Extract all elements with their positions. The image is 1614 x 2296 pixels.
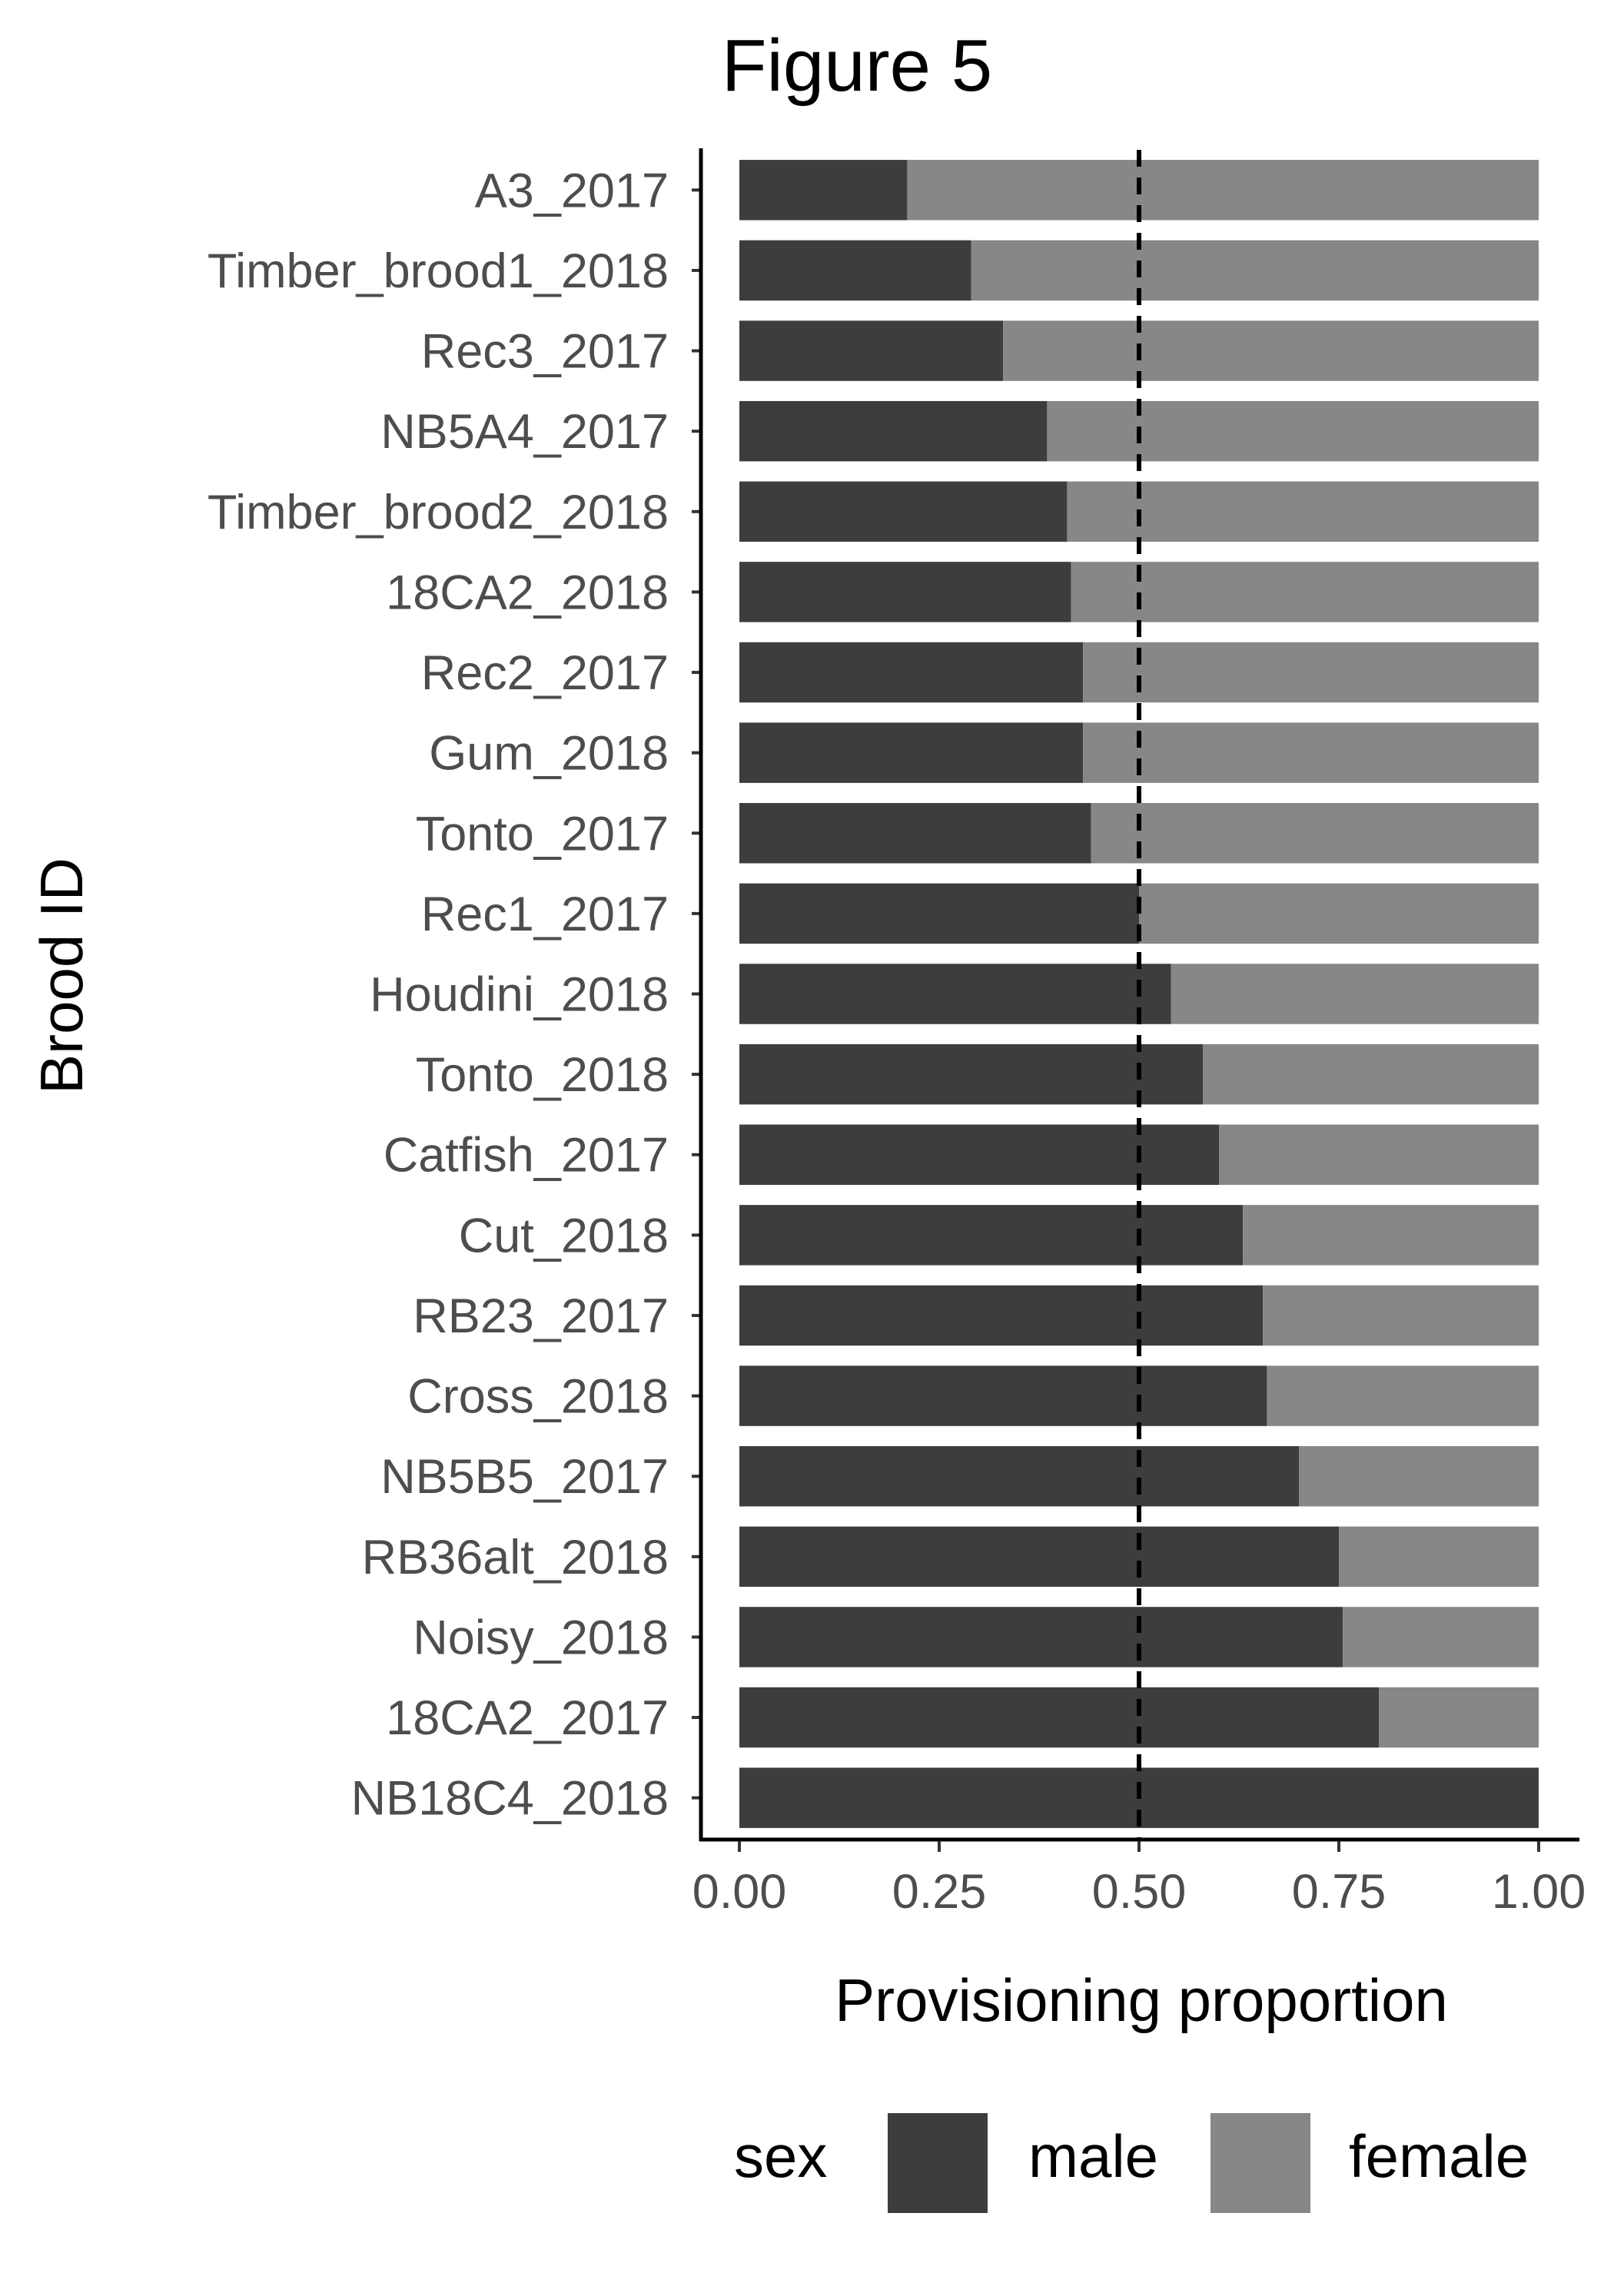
bar-female-RB23_2017 bbox=[1263, 1285, 1539, 1346]
bar-female-Tonto_2017 bbox=[1091, 803, 1539, 864]
bar-female-NB5B5_2017 bbox=[1299, 1445, 1539, 1507]
x-axis-title: Provisioning proportion bbox=[835, 1966, 1448, 2034]
bar-female-Cut_2018 bbox=[1243, 1205, 1539, 1266]
y-tick-label: Cut_2018 bbox=[459, 1209, 669, 1262]
legend-key-male bbox=[888, 2113, 988, 2213]
bar-male-18CA2_2017 bbox=[739, 1687, 1379, 1748]
bar-male-RB36alt_2018 bbox=[739, 1526, 1339, 1588]
y-tick-label: Rec3_2017 bbox=[421, 325, 669, 379]
bar-male-Rec2_2017 bbox=[739, 642, 1084, 703]
bar-female-Timber_brood2_2018 bbox=[1067, 481, 1539, 542]
bar-female-18CA2_2018 bbox=[1071, 562, 1539, 622]
bar-female-Houdini_2018 bbox=[1171, 964, 1539, 1024]
x-tick-label: 0.75 bbox=[1292, 1865, 1387, 1919]
x-tick-label: 0.25 bbox=[892, 1865, 987, 1919]
y-tick-label: NB18C4_2018 bbox=[351, 1772, 669, 1826]
y-tick-label: Tonto_2018 bbox=[416, 1048, 669, 1102]
bar-female-Timber_brood1_2018 bbox=[971, 240, 1539, 301]
y-tick-label: Cross_2018 bbox=[407, 1370, 669, 1424]
bar-male-Cross_2018 bbox=[739, 1365, 1267, 1426]
legend-label-male: male bbox=[1028, 2122, 1158, 2190]
chart-title: Figure 5 bbox=[722, 25, 992, 107]
y-tick-label: Timber_brood1_2018 bbox=[208, 244, 669, 298]
x-tick-label: 1.00 bbox=[1492, 1865, 1586, 1919]
y-tick-label: Rec2_2017 bbox=[421, 646, 669, 700]
bar-male-Rec1_2017 bbox=[739, 883, 1139, 944]
bar-male-A3_2017 bbox=[739, 160, 908, 221]
bar-female-Rec3_2017 bbox=[1003, 320, 1539, 381]
y-tick-label: Timber_brood2_2018 bbox=[208, 486, 669, 539]
bar-male-Gum_2018 bbox=[739, 722, 1084, 783]
y-tick-label: Noisy_2018 bbox=[413, 1611, 669, 1664]
bar-male-RB23_2017 bbox=[739, 1285, 1264, 1346]
bar-female-Gum_2018 bbox=[1083, 722, 1539, 783]
legend-key-female bbox=[1210, 2113, 1310, 2213]
y-axis-title: Brood ID bbox=[28, 858, 95, 1094]
bar-male-Noisy_2018 bbox=[739, 1607, 1343, 1667]
bar-male-Cut_2018 bbox=[739, 1205, 1244, 1266]
y-tick-label: RB23_2017 bbox=[413, 1289, 669, 1343]
bar-female-RB36alt_2018 bbox=[1339, 1526, 1539, 1588]
axes-layer: A3_2017 Timber_brood1_2018 Rec3_2017 NB5A4_… bbox=[208, 148, 1586, 1919]
bar-female-18CA2_2017 bbox=[1379, 1687, 1539, 1748]
bar-female-Noisy_2018 bbox=[1343, 1607, 1539, 1667]
x-tick-label: 0.50 bbox=[1092, 1865, 1187, 1919]
y-tick-label: NB5B5_2017 bbox=[380, 1450, 669, 1504]
y-tick-label: RB36alt_2018 bbox=[362, 1531, 669, 1584]
legend-label-female: female bbox=[1349, 2122, 1529, 2190]
y-tick-label: Tonto_2017 bbox=[416, 807, 669, 861]
bar-female-A3_2017 bbox=[907, 160, 1539, 221]
y-tick-label: Rec1_2017 bbox=[421, 888, 669, 941]
bar-male-NB5B5_2017 bbox=[739, 1445, 1299, 1507]
bar-female-Catfish_2017 bbox=[1219, 1124, 1539, 1185]
x-tick-label: 0.00 bbox=[692, 1865, 787, 1919]
bar-male-Catfish_2017 bbox=[739, 1124, 1219, 1185]
y-tick-label: Gum_2018 bbox=[429, 727, 669, 781]
bar-male-Tonto_2017 bbox=[739, 803, 1091, 864]
bar-female-NB5A4_2017 bbox=[1047, 400, 1539, 462]
y-tick-label: A3_2017 bbox=[475, 164, 669, 217]
bar-male-Timber_brood2_2018 bbox=[739, 481, 1068, 542]
bar-male-18CA2_2018 bbox=[739, 562, 1071, 622]
y-tick-label: 18CA2_2018 bbox=[386, 566, 669, 619]
y-tick-label: Catfish_2017 bbox=[384, 1129, 669, 1183]
y-tick-label: NB5A4_2017 bbox=[380, 405, 669, 459]
bar-male-NB5A4_2017 bbox=[739, 400, 1048, 462]
y-tick-label: 18CA2_2017 bbox=[386, 1691, 669, 1745]
bar-female-Rec1_2017 bbox=[1139, 883, 1539, 944]
bar-male-Timber_brood1_2018 bbox=[739, 240, 971, 301]
bar-female-Tonto_2018 bbox=[1203, 1043, 1539, 1105]
bar-male-Tonto_2018 bbox=[739, 1043, 1204, 1105]
legend-title: sex bbox=[734, 2122, 827, 2190]
y-tick-label: Houdini_2018 bbox=[370, 968, 669, 1022]
bar-female-Rec2_2017 bbox=[1083, 642, 1539, 703]
bar-male-Houdini_2018 bbox=[739, 964, 1171, 1024]
bar-male-Rec3_2017 bbox=[739, 320, 1004, 381]
bar-female-Cross_2018 bbox=[1267, 1365, 1539, 1426]
legend: sex male female bbox=[734, 2113, 1529, 2213]
